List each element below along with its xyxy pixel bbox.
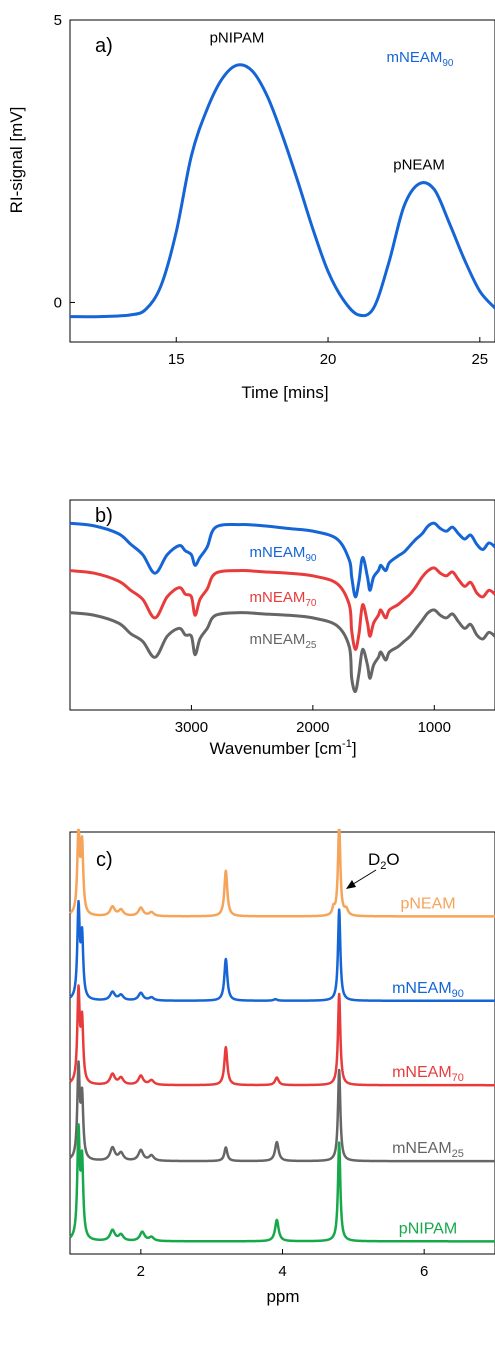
panel-a-series-group — [69, 63, 495, 319]
panel-a-legend: mNEAM90 — [387, 49, 454, 69]
panel-c-series-label: pNEAM — [400, 895, 455, 912]
panel-a-ylabel: RI-signal [mV] — [7, 107, 26, 214]
panel-a-legend-text: mNEAM — [387, 49, 443, 66]
panel-b-xlabel-end: ] — [352, 739, 357, 758]
panel-b-series-label-sub: 90 — [305, 553, 317, 564]
panel-c-xtick-label: 6 — [420, 1263, 428, 1280]
panel-a-ytick-label: 5 — [54, 12, 62, 29]
panel-b-series-label-text: mNEAM — [250, 631, 306, 648]
panel-c-xtick-label: 4 — [278, 1263, 286, 1280]
panel-b-xtick-label: 2000 — [296, 719, 329, 736]
panel-b-series-label: mNEAM90 — [250, 544, 317, 564]
panel-c-d2o-arrow-line — [349, 869, 377, 887]
panel-c-spectrum-line — [69, 828, 495, 918]
panel-c-spectrum-line — [69, 899, 495, 1003]
panel-c-series-label: mNEAM90 — [392, 980, 464, 1000]
panel-a-legend-sub: 90 — [442, 58, 454, 69]
panel-b-xlabel: Wavenumber [cm-1] — [209, 738, 356, 758]
panel-a-label: a) — [95, 35, 113, 57]
panel-b-series-label-sub: 70 — [305, 598, 317, 609]
panel-b-series-label-text: mNEAM — [250, 589, 306, 606]
panel-a-xlabel: Time [mins] — [241, 383, 328, 402]
panel-b-series-line — [69, 608, 495, 693]
panel-b-xlabel-text: Wavenumber [cm — [209, 739, 342, 758]
panel-b-xlabel-sup: -1 — [342, 738, 352, 750]
panel-c-series-label: mNEAM25 — [392, 1140, 464, 1160]
panel-a-peak-annotation: pNEAM — [393, 157, 445, 174]
panel-c-xlabel: ppm — [266, 1287, 299, 1306]
panel-b-series-label-text: mNEAM — [250, 544, 306, 561]
panel-c-d2o-arrow-head — [346, 880, 356, 889]
panel-c-d2o-text: D — [368, 850, 380, 869]
panel-a-annotations: pNIPAM pNEAM — [210, 30, 445, 174]
panel-c-d2o-label: D2O — [368, 850, 400, 872]
panel-c-series-group — [69, 828, 495, 1243]
panel-c-series-label-sub: 70 — [452, 1072, 464, 1084]
panel-b-series-group — [69, 521, 495, 693]
panel-c-series-label-sub: 90 — [452, 988, 464, 1000]
panel-c-label: c) — [96, 849, 113, 871]
panel-c-ticks: 2 4 6 — [137, 1249, 428, 1280]
panel-c-series-label: pNIPAM — [399, 1220, 457, 1237]
panel-b-ticks: 3000 2000 1000 — [175, 705, 451, 736]
panel-b-chart: b) Wavenumber [cm-1] 3000 2000 1000 mNEAM9… — [69, 499, 495, 758]
panel-c-series-label-text: mNEAM — [392, 980, 452, 997]
panel-c-series-label-text: mNEAM — [392, 1140, 452, 1157]
panel-b-xtick-label: 1000 — [418, 719, 451, 736]
panel-b-label: b) — [95, 505, 113, 527]
panel-a-xtick-label: 25 — [471, 351, 488, 368]
panel-c-spectrum-line — [69, 1060, 495, 1163]
panel-a-ticks: 15 20 25 0 5 — [54, 12, 489, 368]
panel-b-series-line — [69, 521, 495, 599]
panel-c-d2o-sub: 2 — [380, 860, 386, 872]
panel-a-ytick-label: 0 — [54, 294, 62, 311]
panel-a-frame — [69, 19, 495, 343]
panel-a-chart: a) RI-signal [mV] Time [mins] 15 20 25 0 5 p… — [7, 12, 495, 402]
panel-a-series-line — [69, 63, 495, 319]
panel-b-frame — [69, 499, 495, 711]
panel-b-series-line — [69, 566, 495, 651]
panel-c-series-label-text: pNEAM — [400, 895, 455, 912]
panel-c-d2o-end: O — [386, 850, 399, 869]
panel-c-spectrum-line — [69, 1123, 495, 1243]
panel-c-series-label-sub: 25 — [452, 1148, 464, 1160]
panel-b-xtick-label: 3000 — [175, 719, 208, 736]
panel-b-series-label: mNEAM25 — [250, 631, 317, 651]
panel-b-series-label: mNEAM70 — [250, 589, 317, 609]
panel-c-series-label-text: mNEAM — [392, 1064, 452, 1081]
panel-c-series-label: mNEAM70 — [392, 1064, 464, 1084]
panel-c-xtick-label: 2 — [137, 1263, 145, 1280]
panel-a-xtick-label: 15 — [168, 351, 185, 368]
panel-a-peak-annotation: pNIPAM — [210, 30, 265, 47]
panel-c-series-label-text: pNIPAM — [399, 1220, 457, 1237]
panel-b-series-label-sub: 25 — [305, 640, 317, 651]
panel-a-xtick-label: 20 — [320, 351, 337, 368]
panel-c-spectrum-line — [69, 984, 495, 1087]
